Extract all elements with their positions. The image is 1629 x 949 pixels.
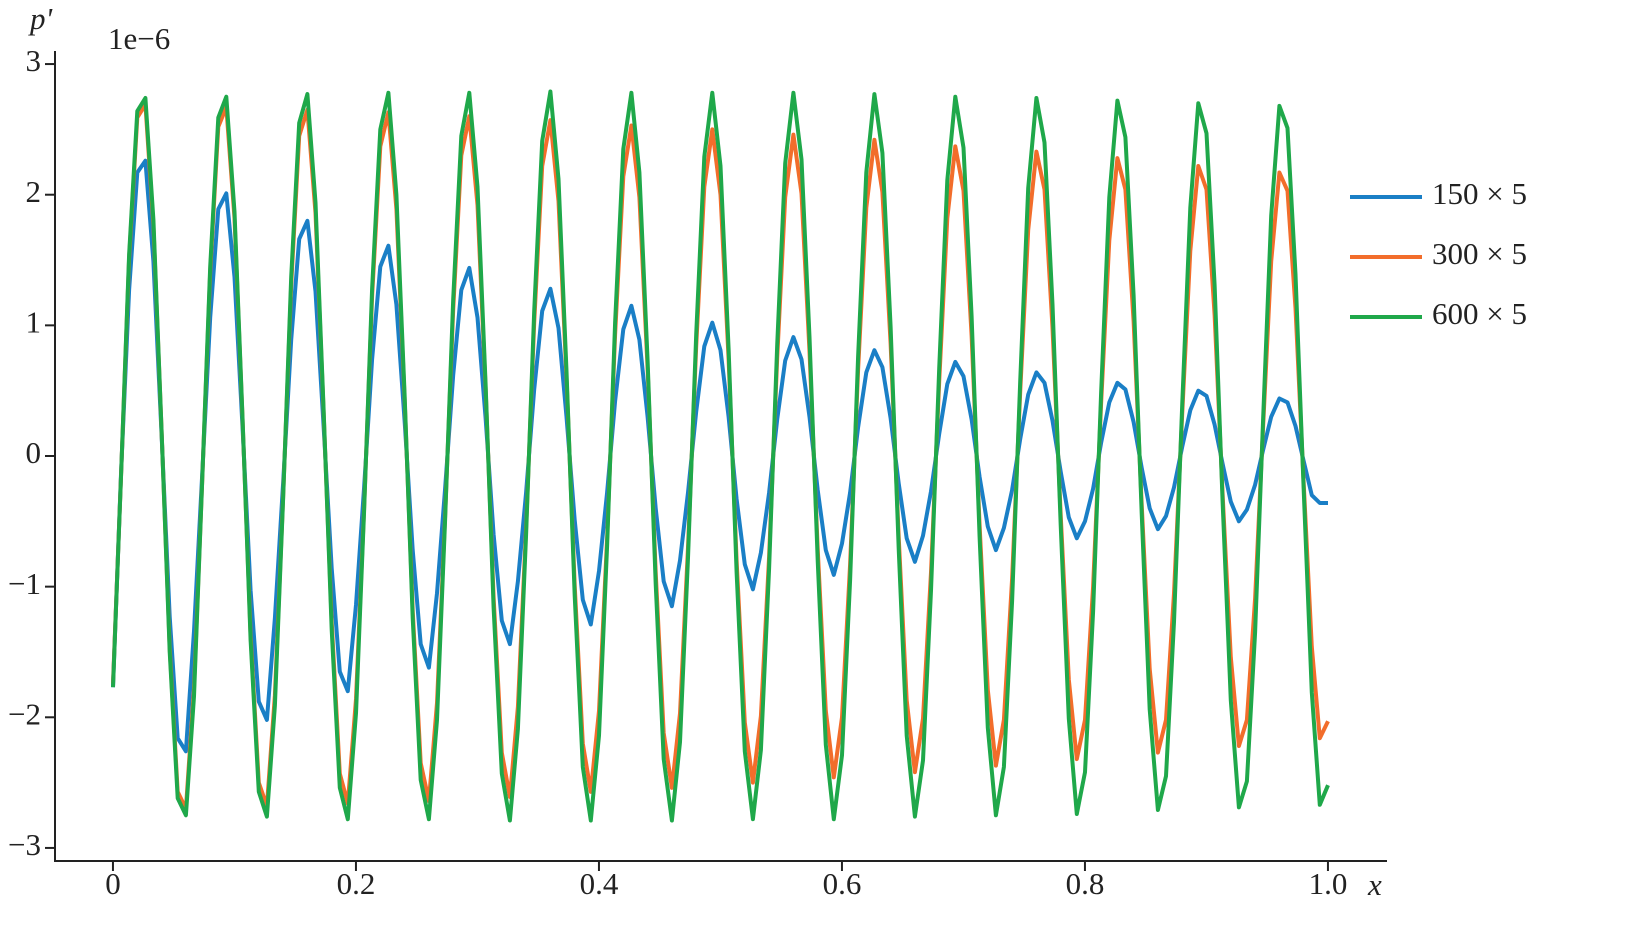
x-tick-label: 1.0 (1309, 866, 1348, 901)
x-tick-label: 0.6 (823, 866, 862, 901)
y-tick-label: 2 (26, 174, 42, 209)
legend-label: 600 × 5 (1432, 296, 1527, 331)
legend-label: 150 × 5 (1432, 176, 1527, 211)
x-tick-label: 0.8 (1066, 866, 1105, 901)
y-offset-label: 1e−6 (108, 21, 170, 56)
y-tick-label: 0 (26, 435, 42, 470)
y-tick-label: 1 (26, 304, 42, 339)
y-tick-label: −2 (8, 696, 41, 731)
legend-label: 300 × 5 (1432, 236, 1527, 271)
x-tick-label: 0.4 (580, 866, 619, 901)
line-series (111, 158, 1328, 754)
x-tick-label: 0.2 (337, 866, 376, 901)
y-tick-label: −3 (8, 827, 41, 862)
y-tick-label: −1 (8, 566, 41, 601)
x-tick-label: 0 (105, 866, 121, 901)
y-tick-label: 3 (26, 43, 42, 78)
y-axis-label: p' (28, 1, 54, 36)
line-series (111, 89, 1330, 823)
x-axis-label: x (1367, 867, 1382, 902)
